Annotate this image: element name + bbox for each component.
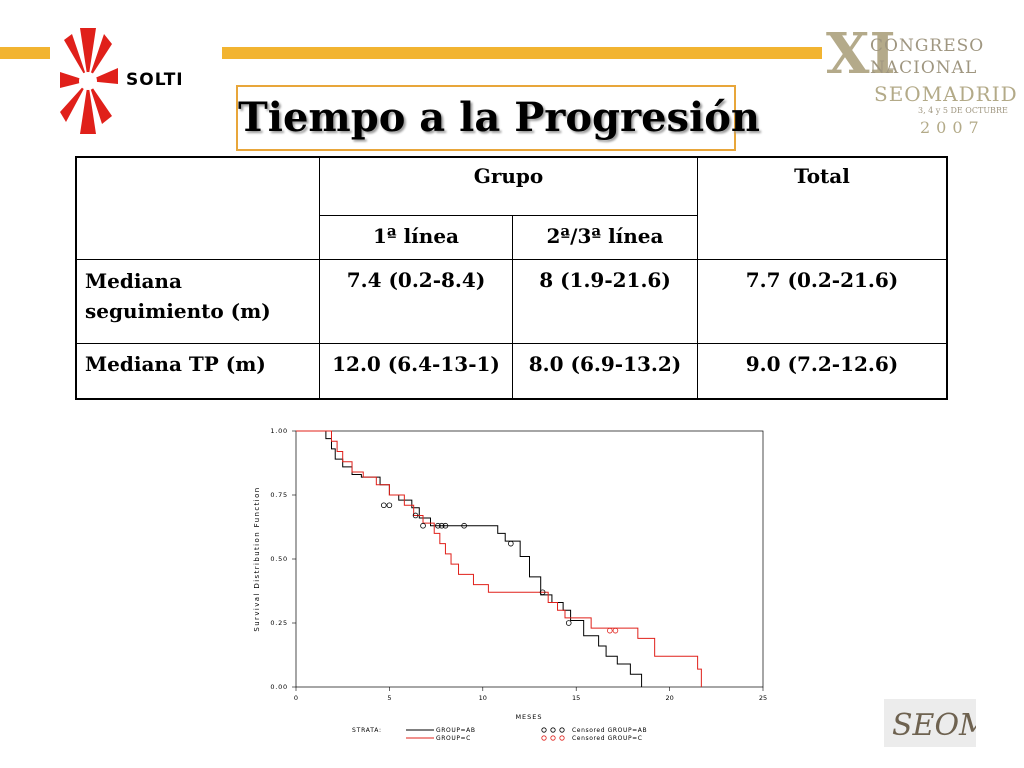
seom-logo-icon: SEOM xyxy=(892,708,991,743)
legend-censored-marker xyxy=(559,727,565,733)
censored-point xyxy=(508,540,514,547)
sub-header-first-line: 1ª línea xyxy=(319,214,513,260)
censored-point xyxy=(461,522,467,529)
congress-logo: XI CONGRESO NACIONAL SEOMADRID 3, 4 y 5 … xyxy=(822,18,1022,140)
legend-censored-marker xyxy=(550,735,556,741)
results-table: Grupo Total 1ª línea 2ª/3ª línea Mediana… xyxy=(75,156,948,400)
censored-point xyxy=(442,522,449,529)
sub-header-second-line: 2ª/3ª línea xyxy=(512,214,698,260)
congress-line-3: SEOMADRID xyxy=(874,82,1018,106)
legend-censored-marker xyxy=(550,727,556,733)
censored-point xyxy=(565,620,572,626)
total-header: Total xyxy=(697,156,948,260)
accent-bar-right xyxy=(222,47,822,59)
table-cell: 12.0 (6.4-13-1) xyxy=(319,342,513,400)
y-tick-label: 1.00 xyxy=(270,427,288,435)
survival-chart: 0 5 10 15 20 25 0.00 0.25 0.50 0.75 1.00 Survival … xyxy=(253,427,767,742)
legend-censored-marker xyxy=(541,735,547,741)
legend-strata-label: STRATA: xyxy=(352,727,382,734)
y-tick-label: 0.00 xyxy=(270,683,288,691)
row-label: Mediana seguimiento (m) xyxy=(75,258,320,344)
table-cell: 7.4 (0.2-8.4) xyxy=(319,258,513,344)
congress-numeral: XI xyxy=(826,21,896,87)
censored-point xyxy=(607,627,613,634)
y-tick-label: 0.50 xyxy=(270,555,288,563)
table-cell: 7.7 (0.2-21.6) xyxy=(697,258,948,344)
censored-point xyxy=(612,627,619,634)
legend-censored-marker xyxy=(541,727,547,733)
row-label: Mediana TP (m) xyxy=(75,342,320,400)
censored-point xyxy=(435,522,441,529)
y-tick-label: 0.25 xyxy=(270,619,288,627)
censored-point xyxy=(438,522,445,529)
censored-point xyxy=(380,502,387,509)
table-row: Mediana TP (m) 12.0 (6.4-13-1) 8.0 (6.9-… xyxy=(75,342,948,400)
x-tick-label: 15 xyxy=(572,694,580,702)
page-title: Tiempo a la Progresión xyxy=(238,94,760,141)
x-tick-label: 0 xyxy=(294,694,298,702)
solti-brand-text: SOLTI xyxy=(126,70,184,90)
congress-line-4: 3, 4 y 5 DE OCTUBRE xyxy=(918,106,1008,115)
congress-line-5: 2007 xyxy=(920,118,985,137)
seom-logo-text: SEOM xyxy=(892,708,976,743)
table-cell: 8.0 (6.9-13.2) xyxy=(512,342,698,400)
legend-entry-c: GROUP=C xyxy=(436,735,471,742)
censored-point xyxy=(539,589,546,596)
series-line-group-c xyxy=(296,430,702,687)
censored-point xyxy=(420,522,426,529)
seom-logo: SEOM xyxy=(884,699,991,747)
table-cell: 8 (1.9-21.6) xyxy=(512,258,698,344)
congress-line-1: CONGRESO xyxy=(870,36,985,56)
table-corner-cell xyxy=(75,156,320,260)
legend-censored-c: Censored GROUP=C xyxy=(572,735,643,742)
y-axis-label: Survival Distribution Function xyxy=(253,486,261,631)
title-box: Tiempo a la Progresión xyxy=(236,85,760,151)
x-tick-label: 25 xyxy=(759,694,767,702)
legend-entry-ab: GROUP=AB xyxy=(436,727,476,734)
censored-point xyxy=(386,502,393,509)
x-tick-label: 5 xyxy=(387,694,391,702)
x-axis-label: MESES xyxy=(515,713,542,721)
chart-legend: STRATA: GROUP=AB GROUP=C Censored GROUP=… xyxy=(352,727,647,742)
solti-logo-icon xyxy=(60,28,118,134)
legend-censored-marker xyxy=(559,735,565,741)
table-row: Mediana seguimiento (m) 7.4 (0.2-8.4) 8 … xyxy=(75,258,948,344)
censored-point xyxy=(412,512,419,519)
x-tick-label: 10 xyxy=(479,694,487,702)
x-tick-label: 20 xyxy=(665,694,673,702)
series-line-group-ab xyxy=(296,430,643,687)
accent-bar-left xyxy=(0,47,50,59)
group-header: Grupo xyxy=(319,156,698,216)
congress-line-2: NACIONAL xyxy=(870,58,978,78)
y-tick-label: 0.75 xyxy=(270,491,288,499)
legend-censored-ab: Censored GROUP=AB xyxy=(572,727,647,734)
table-cell: 9.0 (7.2-12.6) xyxy=(697,342,948,400)
